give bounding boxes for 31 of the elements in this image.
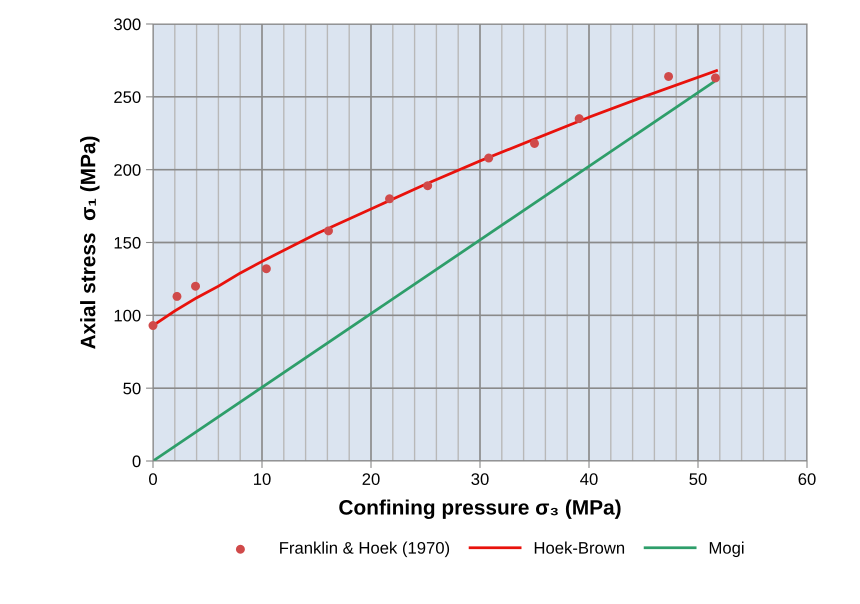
point	[191, 282, 200, 291]
y-tick-label: 100	[114, 310, 141, 322]
y-axis-title: Axial stress σ₁ (MPa)	[80, 136, 100, 349]
point	[530, 138, 539, 148]
point	[385, 194, 394, 204]
point	[574, 114, 584, 124]
y-tick-label: 0	[132, 455, 141, 468]
point	[664, 72, 674, 81]
point	[148, 321, 158, 330]
legend-label: Mogi	[710, 542, 744, 558]
point	[423, 181, 432, 190]
point	[172, 292, 182, 301]
y-tick-label: 250	[114, 91, 141, 104]
x-tick-label: 0	[149, 473, 157, 486]
x-tick-label: 30	[471, 473, 489, 486]
x-axis-title: Confining pressure σ₃ (MPa)	[339, 499, 621, 519]
x-tick-label: 50	[689, 473, 707, 486]
point	[324, 226, 333, 236]
legend-label: Hoek-Brown	[534, 542, 624, 554]
x-tick-label: 10	[254, 473, 271, 486]
x-tick-label: 40	[580, 473, 598, 486]
y-tick-label: 150	[114, 236, 141, 249]
point	[710, 73, 720, 82]
y-tick-label: 200	[114, 164, 141, 176]
x-tick-label: 20	[362, 473, 380, 486]
y-tick-label: 300	[114, 18, 141, 30]
point	[262, 264, 271, 274]
point	[484, 154, 494, 163]
legend-label: Franklin & Hoek (1970)	[280, 542, 450, 558]
y-tick-label: 50	[123, 382, 141, 394]
x-tick-label: 60	[798, 473, 816, 486]
